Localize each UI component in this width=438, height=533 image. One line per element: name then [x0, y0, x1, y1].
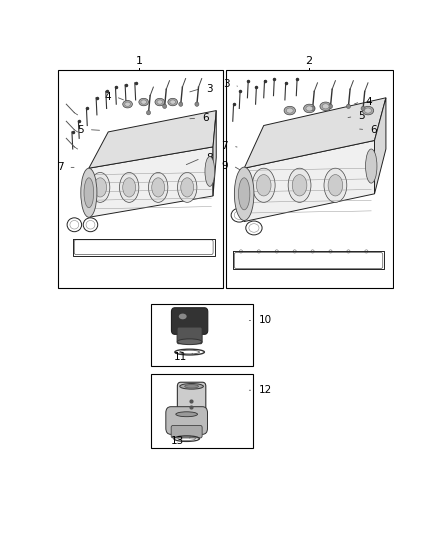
Text: 6: 6	[371, 125, 377, 135]
Ellipse shape	[286, 108, 293, 113]
Ellipse shape	[284, 106, 296, 115]
Polygon shape	[89, 147, 213, 217]
FancyBboxPatch shape	[171, 425, 202, 438]
Polygon shape	[244, 98, 386, 168]
Ellipse shape	[157, 100, 162, 104]
Text: 6: 6	[202, 113, 209, 123]
Ellipse shape	[234, 167, 254, 221]
Text: 4: 4	[104, 92, 111, 102]
Text: 7: 7	[57, 163, 63, 172]
Text: 8: 8	[206, 154, 212, 163]
Text: 5: 5	[77, 125, 84, 135]
Polygon shape	[244, 141, 374, 222]
Ellipse shape	[180, 384, 203, 389]
Ellipse shape	[205, 157, 215, 187]
Ellipse shape	[168, 98, 177, 106]
Ellipse shape	[179, 102, 183, 106]
Polygon shape	[213, 110, 216, 196]
Text: 10: 10	[258, 316, 272, 326]
Ellipse shape	[361, 106, 365, 110]
Ellipse shape	[328, 104, 332, 108]
Ellipse shape	[328, 175, 343, 196]
Polygon shape	[89, 110, 216, 168]
Text: 11: 11	[174, 352, 187, 362]
Ellipse shape	[320, 102, 331, 110]
Ellipse shape	[139, 98, 148, 106]
FancyBboxPatch shape	[166, 407, 208, 434]
Ellipse shape	[120, 173, 139, 203]
Ellipse shape	[123, 100, 132, 108]
Ellipse shape	[311, 106, 314, 110]
Ellipse shape	[181, 178, 194, 197]
Ellipse shape	[81, 168, 97, 217]
Ellipse shape	[364, 108, 371, 113]
Text: 12: 12	[258, 385, 272, 395]
Text: 9: 9	[221, 161, 228, 171]
Ellipse shape	[176, 412, 198, 417]
Ellipse shape	[292, 175, 307, 196]
Polygon shape	[374, 98, 386, 194]
Ellipse shape	[362, 106, 374, 115]
Ellipse shape	[195, 102, 199, 106]
Ellipse shape	[322, 104, 329, 109]
Text: 2: 2	[305, 56, 312, 66]
Bar	[152, 374, 253, 448]
Ellipse shape	[177, 173, 197, 203]
Ellipse shape	[141, 100, 146, 104]
Ellipse shape	[91, 173, 110, 203]
Bar	[226, 70, 392, 288]
Text: 4: 4	[365, 96, 372, 107]
Text: 5: 5	[359, 111, 365, 122]
Ellipse shape	[324, 168, 347, 203]
Ellipse shape	[252, 168, 275, 203]
Bar	[152, 304, 253, 366]
Ellipse shape	[125, 102, 131, 106]
Text: 1: 1	[135, 56, 142, 66]
Text: 13: 13	[170, 435, 184, 446]
Ellipse shape	[366, 149, 377, 183]
Ellipse shape	[177, 339, 202, 345]
Ellipse shape	[306, 106, 313, 111]
Ellipse shape	[179, 313, 187, 319]
Ellipse shape	[148, 173, 168, 203]
Ellipse shape	[288, 168, 311, 203]
FancyBboxPatch shape	[171, 308, 208, 334]
Ellipse shape	[152, 178, 165, 197]
Ellipse shape	[146, 110, 151, 115]
Ellipse shape	[170, 100, 176, 104]
Ellipse shape	[162, 104, 167, 108]
Ellipse shape	[304, 104, 315, 112]
Ellipse shape	[256, 175, 271, 196]
Ellipse shape	[346, 104, 350, 108]
Text: 3: 3	[206, 84, 212, 94]
Text: 3: 3	[223, 79, 230, 90]
Ellipse shape	[155, 98, 165, 106]
Bar	[58, 70, 223, 288]
Ellipse shape	[185, 385, 198, 388]
FancyBboxPatch shape	[177, 382, 206, 418]
Ellipse shape	[238, 178, 250, 210]
Ellipse shape	[123, 178, 136, 197]
FancyBboxPatch shape	[177, 327, 202, 344]
Text: 7: 7	[221, 141, 228, 151]
Ellipse shape	[94, 178, 106, 197]
Ellipse shape	[84, 178, 94, 208]
